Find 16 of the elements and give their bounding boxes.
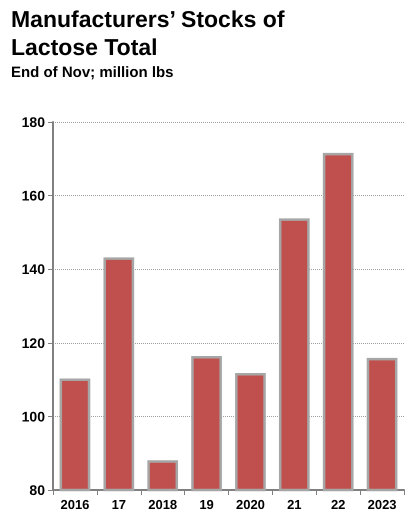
- x-tick-label: 2018: [148, 497, 178, 512]
- y-tick-label: 140: [22, 261, 46, 278]
- y-tick-label: 120: [22, 334, 46, 351]
- chart-title: Manufacturers’ Stocks of Lactose Total: [11, 6, 291, 60]
- x-tick-label: 19: [199, 497, 214, 512]
- y-tick-label: 80: [29, 482, 46, 498]
- x-tick-label: 2020: [236, 497, 265, 512]
- y-tick-label: 160: [22, 188, 46, 204]
- chart-subtitle: End of Nov; million lbs: [11, 64, 174, 81]
- x-tick-label: 2023: [368, 497, 397, 512]
- y-tick-label: 180: [22, 114, 46, 130]
- y-tick-label: 100: [22, 408, 46, 424]
- x-tick-label: 2016: [60, 497, 90, 512]
- x-tick-label: 22: [330, 497, 346, 512]
- x-tick-label: 17: [112, 497, 126, 512]
- x-tick-label: 21: [287, 497, 302, 512]
